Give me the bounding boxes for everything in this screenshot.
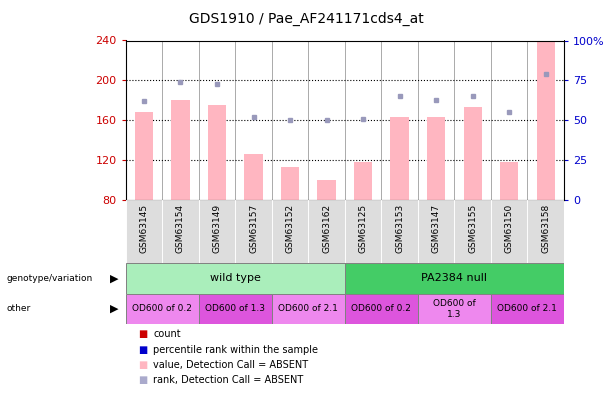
Text: GSM63145: GSM63145 bbox=[139, 204, 148, 253]
Text: GSM63157: GSM63157 bbox=[249, 204, 258, 253]
Bar bbox=[454, 200, 491, 263]
Text: PA2384 null: PA2384 null bbox=[421, 273, 487, 283]
Text: value, Detection Call = ABSENT: value, Detection Call = ABSENT bbox=[153, 360, 308, 370]
Bar bbox=[126, 200, 162, 263]
Bar bbox=[345, 263, 564, 294]
Text: GSM63153: GSM63153 bbox=[395, 204, 404, 253]
Text: OD600 of 0.2: OD600 of 0.2 bbox=[351, 304, 411, 313]
Bar bbox=[463, 107, 482, 200]
Text: GSM63162: GSM63162 bbox=[322, 204, 331, 253]
Bar bbox=[126, 263, 345, 294]
Text: GSM63154: GSM63154 bbox=[176, 204, 185, 253]
Bar bbox=[199, 200, 235, 263]
Bar bbox=[308, 200, 345, 263]
Text: OD600 of 1.3: OD600 of 1.3 bbox=[205, 304, 265, 313]
Bar bbox=[527, 200, 564, 263]
Bar bbox=[491, 200, 527, 263]
Bar bbox=[354, 162, 372, 200]
Text: GSM63150: GSM63150 bbox=[504, 204, 514, 253]
Text: other: other bbox=[6, 304, 31, 313]
Bar bbox=[381, 200, 418, 263]
Text: OD600 of 0.2: OD600 of 0.2 bbox=[132, 304, 192, 313]
Text: count: count bbox=[153, 329, 181, 339]
Bar bbox=[427, 117, 445, 200]
Text: ▶: ▶ bbox=[110, 273, 118, 283]
Text: GSM63149: GSM63149 bbox=[213, 204, 221, 253]
Bar bbox=[235, 200, 272, 263]
Text: wild type: wild type bbox=[210, 273, 261, 283]
Text: ▶: ▶ bbox=[110, 304, 118, 314]
Text: OD600 of
1.3: OD600 of 1.3 bbox=[433, 299, 476, 318]
Bar bbox=[318, 181, 336, 200]
Text: GSM63147: GSM63147 bbox=[432, 204, 441, 253]
Text: ■: ■ bbox=[138, 360, 147, 370]
Bar bbox=[126, 294, 199, 324]
Bar bbox=[135, 113, 153, 200]
Text: GSM63155: GSM63155 bbox=[468, 204, 477, 253]
Text: GSM63152: GSM63152 bbox=[286, 204, 294, 253]
Bar bbox=[536, 40, 555, 200]
Text: GSM63125: GSM63125 bbox=[359, 204, 368, 253]
Text: GSM63158: GSM63158 bbox=[541, 204, 550, 253]
Text: percentile rank within the sample: percentile rank within the sample bbox=[153, 345, 318, 354]
Text: OD600 of 2.1: OD600 of 2.1 bbox=[278, 304, 338, 313]
Bar bbox=[491, 294, 564, 324]
Bar bbox=[500, 162, 519, 200]
Text: GDS1910 / Pae_AF241171cds4_at: GDS1910 / Pae_AF241171cds4_at bbox=[189, 12, 424, 26]
Text: ■: ■ bbox=[138, 329, 147, 339]
Bar bbox=[345, 200, 381, 263]
Bar bbox=[272, 200, 308, 263]
Text: OD600 of 2.1: OD600 of 2.1 bbox=[498, 304, 557, 313]
Bar bbox=[390, 117, 409, 200]
Text: ■: ■ bbox=[138, 375, 147, 385]
Text: rank, Detection Call = ABSENT: rank, Detection Call = ABSENT bbox=[153, 375, 303, 385]
Bar bbox=[245, 154, 262, 200]
Bar bbox=[199, 294, 272, 324]
Bar bbox=[208, 105, 226, 200]
Bar bbox=[418, 200, 454, 263]
Bar bbox=[281, 168, 299, 200]
Text: ■: ■ bbox=[138, 345, 147, 354]
Bar bbox=[272, 294, 345, 324]
Bar bbox=[162, 200, 199, 263]
Bar bbox=[418, 294, 491, 324]
Bar bbox=[345, 294, 418, 324]
Text: genotype/variation: genotype/variation bbox=[6, 274, 93, 283]
Bar bbox=[171, 100, 189, 200]
